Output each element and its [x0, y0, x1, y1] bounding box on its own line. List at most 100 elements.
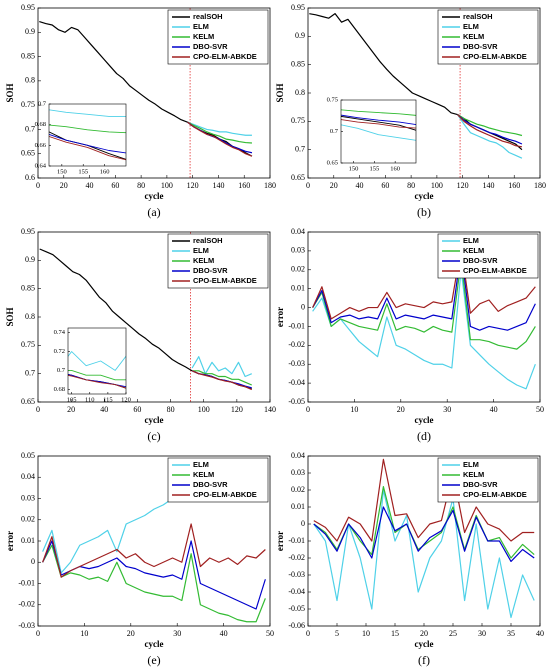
- panel: 0.65 0.7 0.75 0.8 0.85 0.9 0.95 0 20 40 60 80 100 120…: [5, 227, 276, 443]
- panel-label: (f): [418, 653, 430, 667]
- panel-label: (b): [417, 205, 431, 219]
- y-tick-label: 0.01: [291, 283, 305, 292]
- inset-background: [341, 100, 416, 163]
- y-tick-label: -0.02: [288, 340, 305, 349]
- inset-box: [67, 327, 127, 395]
- x-tick-label: 25: [449, 629, 457, 638]
- y-axis-label: SOH: [5, 83, 15, 102]
- legend-label: CPO-ELM-ABKDE: [463, 490, 527, 499]
- legend-label: CPO-ELM-ABKDE: [463, 52, 527, 61]
- y-axis-label: error: [275, 531, 285, 551]
- series-line: [312, 250, 536, 331]
- lines: [312, 246, 536, 390]
- legend-label: ELM: [463, 22, 479, 31]
- series-line: [312, 246, 536, 320]
- x-tick-label: 20: [60, 181, 68, 190]
- y-tick-label: 0.02: [291, 265, 305, 274]
- series-line: [42, 544, 266, 623]
- y-tick-label: 0.65: [21, 397, 35, 406]
- series-line: [457, 114, 523, 159]
- x-tick-label: 150: [57, 168, 67, 175]
- series-line: [49, 124, 126, 134]
- y-tick-label: 0.04: [21, 472, 35, 481]
- panel: -0.03 -0.02 -0.01 0 0.01 0.02 0.03 0.04 0.05 0 10 2…: [5, 451, 274, 667]
- legend-label: ELM: [193, 22, 209, 31]
- x-tick-label: 160: [508, 181, 520, 190]
- series-line: [68, 374, 126, 389]
- x-tick-label: 60: [111, 181, 119, 190]
- x-tick-label: 10: [350, 405, 358, 414]
- x-tick-label: 50: [266, 629, 274, 638]
- y-axis-label: SOH: [5, 307, 15, 326]
- legend-label: ELM: [193, 460, 209, 469]
- y-tick-label: -0.03: [288, 570, 305, 579]
- series-line: [312, 259, 536, 350]
- x-tick-label: 30: [173, 629, 181, 638]
- x-tick-label: 30: [443, 405, 451, 414]
- x-tick-label: 40: [536, 629, 544, 638]
- legend-label: KELM: [193, 470, 214, 479]
- x-tick-label: 20: [420, 629, 428, 638]
- x-tick-label: 5: [335, 629, 339, 638]
- y-tick-label: 0.9: [25, 27, 35, 36]
- y-tick-label: -0.01: [288, 536, 305, 545]
- x-tick-label: 120: [187, 181, 199, 190]
- series-line: [341, 109, 416, 116]
- y-tick-label: 0.7: [25, 124, 35, 133]
- x-tick-label: 0: [36, 405, 40, 414]
- x-tick-label: 100: [198, 405, 210, 414]
- lines: [39, 21, 253, 157]
- legend-label: CPO-ELM-ABKDE: [193, 490, 257, 499]
- series-line: [192, 370, 253, 386]
- x-tick-label: 40: [86, 181, 94, 190]
- x-tick-label: 160: [100, 168, 110, 175]
- axes-box: [307, 231, 541, 403]
- panel-label: (d): [417, 429, 431, 443]
- legend-label: KELM: [463, 246, 484, 255]
- axes-box: [37, 231, 271, 403]
- y-tick-label: -0.04: [288, 378, 305, 387]
- legend-label: ELM: [463, 236, 479, 245]
- axes-box: [37, 7, 271, 179]
- series-line: [187, 121, 253, 144]
- y-tick-label: 0.02: [21, 515, 35, 524]
- x-tick-label: 60: [381, 181, 389, 190]
- series-line: [39, 21, 253, 157]
- y-tick-label: 0.8: [25, 312, 35, 321]
- legend-label: KELM: [463, 470, 484, 479]
- x-tick-label: 155: [369, 165, 379, 172]
- y-tick-label: 0.75: [327, 96, 338, 103]
- x-tick-label: 40: [490, 405, 498, 414]
- panel: -0.05 -0.04 -0.03 -0.02 -0.01 0 0.01 0.02 0.03 0.…: [275, 227, 544, 443]
- x-tick-label: 40: [220, 629, 228, 638]
- y-axis-label: error: [5, 531, 15, 551]
- x-tick-label: 140: [482, 181, 494, 190]
- x-tick-label: 15: [391, 629, 399, 638]
- x-tick-label: 180: [264, 181, 276, 190]
- y-tick-label: -0.04: [288, 587, 305, 596]
- legend-label: realSOH: [463, 12, 493, 21]
- y-tick-label: 0.04: [291, 227, 305, 236]
- x-tick-label: 0: [306, 181, 310, 190]
- lines: [49, 109, 126, 161]
- y-tick-label: -0.03: [18, 621, 35, 630]
- inset: 0.64 0.66 0.68 0.7 150 155 160: [35, 100, 127, 175]
- inset: 0.68 0.7 0.72 0.74 105 110 115 120: [54, 327, 131, 403]
- y-tick-label: 0: [301, 519, 305, 528]
- legend-label: ELM: [193, 246, 209, 255]
- y-tick-label: 0.04: [291, 451, 305, 460]
- y-tick-label: 0.7: [57, 367, 66, 374]
- x-tick-label: 20: [330, 181, 338, 190]
- y-tick-label: 0.8: [25, 76, 35, 85]
- series-line: [313, 458, 535, 542]
- y-tick-label: 0.85: [21, 51, 35, 60]
- y-tick-label: -0.05: [288, 397, 305, 406]
- y-tick-label: 0.75: [291, 116, 305, 125]
- inset-background: [68, 328, 126, 394]
- x-tick-label: 80: [407, 181, 415, 190]
- x-tick-label: 155: [78, 168, 88, 175]
- y-tick-label: 0.01: [21, 536, 35, 545]
